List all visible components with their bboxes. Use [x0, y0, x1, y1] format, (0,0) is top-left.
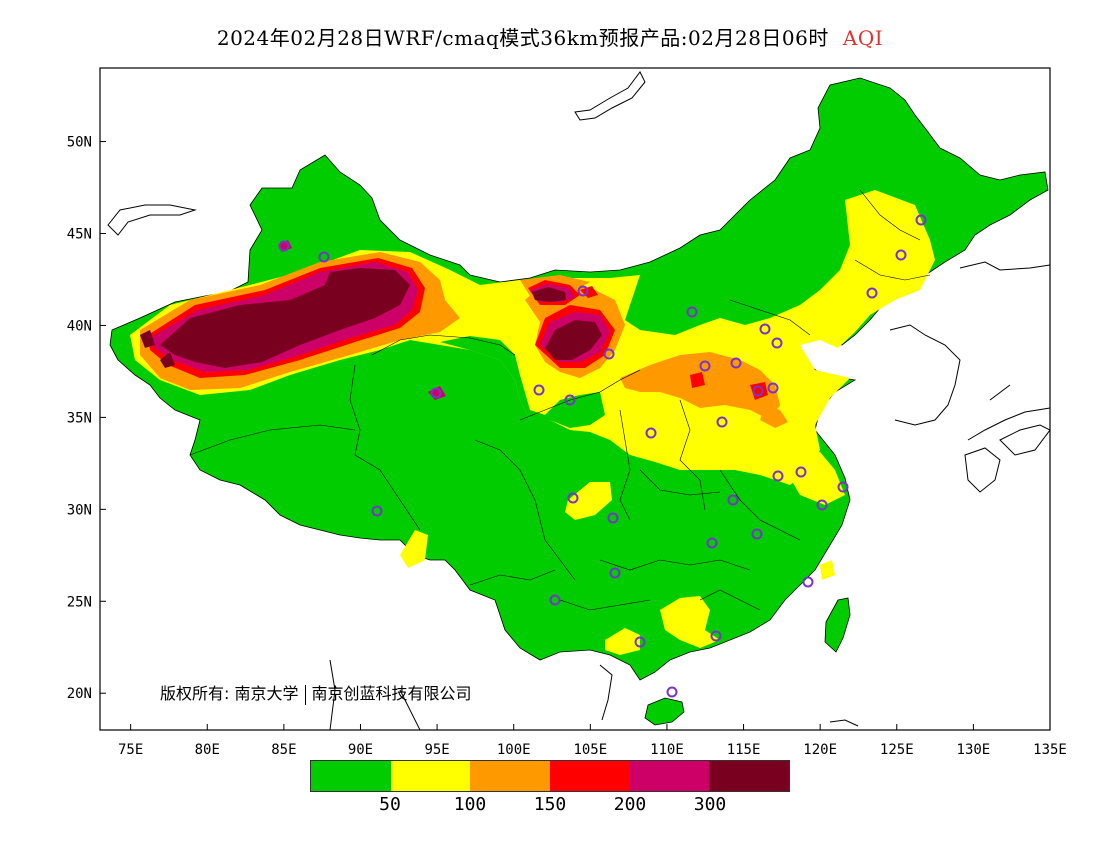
lon-tick-label: 75E: [118, 742, 143, 758]
coastlines: [107, 71, 1051, 731]
station-marker: [533, 384, 545, 396]
station-marker: [278, 240, 290, 252]
lon-tick-label: 130E: [957, 742, 991, 758]
product-label: AQI: [842, 26, 884, 50]
map-axes: 75E 80E 85E 90E 95E 100E 105E 110E 115E 120E 125E 1…: [67, 135, 1067, 758]
good-zone-north: [440, 336, 605, 428]
hainan-island: [644, 697, 685, 726]
lat-tick-label: 30N: [67, 502, 92, 518]
aqi-legend-labels: 50 100 150 200 300: [310, 794, 790, 818]
legend-swatch: [550, 761, 630, 791]
station-marker: [915, 214, 927, 226]
legend-label: 150: [533, 794, 567, 815]
lon-tick-label: 100E: [497, 742, 531, 758]
station-marker: [816, 499, 828, 511]
taiwan-island: [824, 597, 851, 653]
lon-tick-label: 90E: [348, 742, 373, 758]
station-marker: [603, 348, 615, 360]
legend-swatch: [629, 761, 710, 791]
lat-tick-label: 20N: [67, 686, 92, 702]
station-marker: [430, 387, 442, 399]
hazardous-zone: [140, 268, 602, 368]
legend-swatch: [311, 761, 391, 791]
station-marker: [752, 385, 764, 397]
copyright-org-1: 南京大学: [234, 684, 299, 703]
station-marker: [802, 576, 814, 588]
lon-tick-label: 115E: [727, 742, 761, 758]
lat-tick-label: 40N: [67, 318, 92, 334]
copyright-org-2: 南京创蓝科技有限公司: [311, 684, 472, 703]
station-marker: [727, 494, 739, 506]
station-marker: [730, 357, 742, 369]
station-marker: [318, 251, 330, 263]
station-marker: [759, 323, 771, 335]
legend-label: 100: [453, 794, 487, 815]
aqi-color-legend: [310, 760, 790, 792]
station-marker: [564, 394, 576, 406]
station-marker: [795, 466, 807, 478]
lon-tick-label: 95E: [424, 742, 449, 758]
station-marker: [837, 481, 849, 493]
legend-swatch: [709, 761, 790, 791]
lon-tick-label: 80E: [195, 742, 220, 758]
station-marker: [866, 287, 878, 299]
lat-tick-label: 25N: [67, 594, 92, 610]
station-marker: [607, 512, 619, 524]
legend-label: 300: [693, 794, 727, 815]
station-marker: [371, 505, 383, 517]
city-station-markers: [278, 214, 927, 698]
station-marker: [634, 636, 646, 648]
lon-tick-label: 125E: [880, 742, 914, 758]
legend-label: 200: [613, 794, 647, 815]
map-frame: [99, 67, 1051, 731]
legend-swatch: [390, 761, 471, 791]
legend-label: 50: [379, 794, 401, 815]
copyright-separator: [304, 684, 306, 705]
station-marker: [771, 337, 783, 349]
copyright-label: 版权所有:: [160, 684, 230, 703]
lon-tick-label: 105E: [573, 742, 607, 758]
station-marker: [686, 306, 698, 318]
station-marker: [772, 470, 784, 482]
station-marker: [895, 249, 907, 261]
station-marker: [699, 360, 711, 372]
station-marker: [767, 382, 779, 394]
lon-tick-label: 135E: [1033, 742, 1067, 758]
lat-tick-label: 35N: [67, 410, 92, 426]
station-marker: [706, 537, 718, 549]
map-title: 2024年02月28日WRF/cmaq模式36km预报产品:02月28日06时 A…: [0, 22, 1100, 51]
copyright-notice: 版权所有: 南京大学 南京创蓝科技有限公司: [160, 680, 472, 705]
lon-tick-label: 110E: [650, 742, 684, 758]
province-borders: [189, 189, 931, 611]
title-text: 2024年02月28日WRF/cmaq模式36km预报产品:02月28日06时: [216, 26, 829, 50]
station-marker: [609, 567, 621, 579]
station-marker: [710, 630, 722, 642]
station-marker: [567, 492, 579, 504]
station-marker: [577, 285, 589, 297]
lon-tick-label: 85E: [271, 742, 296, 758]
station-marker: [716, 416, 728, 428]
station-marker: [549, 594, 561, 606]
station-marker: [645, 427, 657, 439]
lon-tick-label: 120E: [803, 742, 837, 758]
lat-tick-label: 50N: [67, 135, 92, 151]
station-marker: [666, 686, 678, 698]
station-marker: [751, 528, 763, 540]
legend-swatch: [470, 761, 551, 791]
lat-tick-label: 45N: [67, 227, 92, 243]
